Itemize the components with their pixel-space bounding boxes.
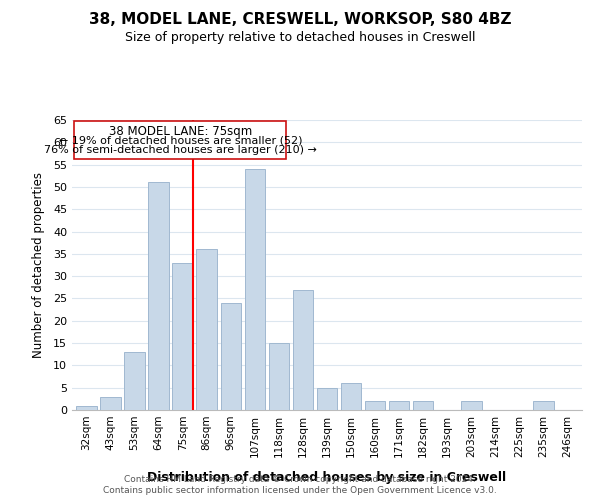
Bar	[389, 401, 409, 410]
Bar	[100, 396, 121, 410]
Bar	[533, 401, 554, 410]
Bar	[124, 352, 145, 410]
Bar	[413, 401, 433, 410]
Bar	[365, 401, 385, 410]
Bar	[172, 263, 193, 410]
Bar	[76, 406, 97, 410]
Bar	[293, 290, 313, 410]
Text: 38 MODEL LANE: 75sqm: 38 MODEL LANE: 75sqm	[109, 126, 252, 138]
Bar	[196, 250, 217, 410]
Bar	[245, 169, 265, 410]
Bar	[221, 303, 241, 410]
Text: Contains public sector information licensed under the Open Government Licence v3: Contains public sector information licen…	[103, 486, 497, 495]
X-axis label: Distribution of detached houses by size in Creswell: Distribution of detached houses by size …	[148, 471, 506, 484]
Bar	[317, 388, 337, 410]
Bar	[341, 383, 361, 410]
Y-axis label: Number of detached properties: Number of detached properties	[32, 172, 44, 358]
Text: Size of property relative to detached houses in Creswell: Size of property relative to detached ho…	[125, 31, 475, 44]
Text: 76% of semi-detached houses are larger (210) →: 76% of semi-detached houses are larger (…	[44, 146, 317, 156]
FancyBboxPatch shape	[74, 121, 286, 160]
Text: 38, MODEL LANE, CRESWELL, WORKSOP, S80 4BZ: 38, MODEL LANE, CRESWELL, WORKSOP, S80 4…	[89, 12, 511, 28]
Bar	[148, 182, 169, 410]
Bar	[461, 401, 482, 410]
Text: ← 19% of detached houses are smaller (52): ← 19% of detached houses are smaller (52…	[59, 135, 302, 145]
Bar	[269, 343, 289, 410]
Text: Contains HM Land Registry data © Crown copyright and database right 2024.: Contains HM Land Registry data © Crown c…	[124, 474, 476, 484]
